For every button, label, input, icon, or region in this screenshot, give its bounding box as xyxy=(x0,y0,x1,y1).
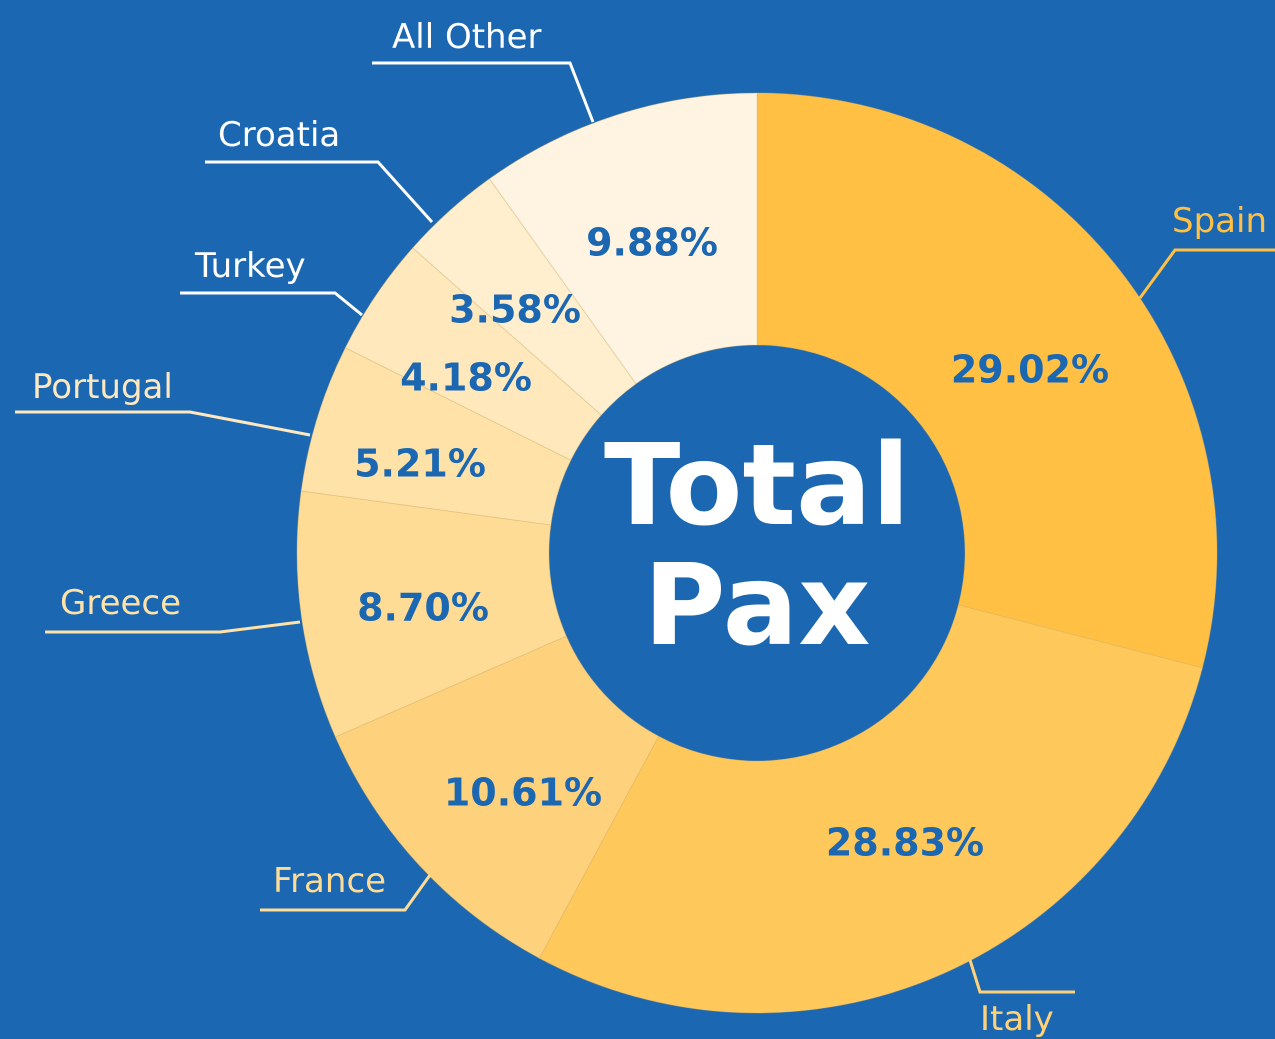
leader-line xyxy=(260,874,432,912)
donut-slice xyxy=(488,92,758,385)
leader-line xyxy=(15,410,311,437)
category-label: Greece xyxy=(60,583,181,623)
category-label: Turkey xyxy=(194,246,306,286)
value-label: 4.18% xyxy=(400,356,532,400)
value-label: 5.21% xyxy=(354,442,486,486)
value-label: 28.83% xyxy=(826,821,984,865)
category-label: All Other xyxy=(392,17,542,57)
donut-slice xyxy=(756,92,1218,669)
leader-line xyxy=(45,620,301,634)
value-label: 10.61% xyxy=(444,771,602,815)
category-label: Spain xyxy=(1172,201,1267,241)
leader-line xyxy=(180,291,363,317)
value-label: 9.88% xyxy=(586,221,718,265)
donut-slice xyxy=(538,604,1204,1014)
center-label: Pax xyxy=(644,541,871,671)
donut-slice xyxy=(296,490,568,738)
value-label: 3.58% xyxy=(449,288,581,332)
leader-line xyxy=(372,61,595,123)
donut-slice xyxy=(300,347,572,526)
leader-line xyxy=(968,959,1075,994)
category-label: Portugal xyxy=(32,367,173,407)
leader-line xyxy=(205,160,434,224)
category-label: Croatia xyxy=(218,115,340,155)
donut-slice xyxy=(344,247,603,461)
leader-line xyxy=(1138,248,1275,299)
category-label: France xyxy=(273,861,386,901)
value-label: 29.02% xyxy=(951,348,1109,392)
donut-slice xyxy=(334,635,660,959)
center-label: Total xyxy=(604,421,910,551)
category-label: Italy xyxy=(980,999,1054,1039)
value-label: 8.70% xyxy=(357,586,489,630)
